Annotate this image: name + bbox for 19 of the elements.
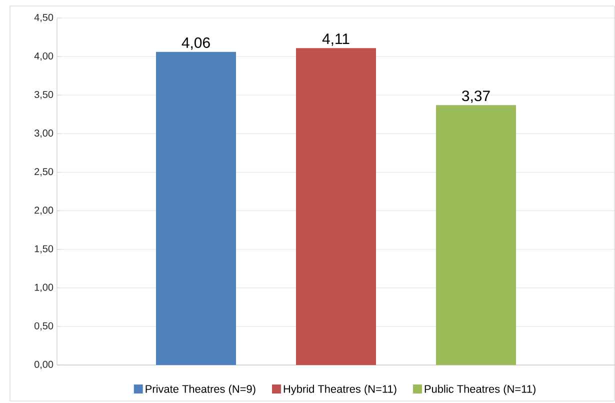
y-tick-label: 0,00 (34, 360, 54, 370)
y-tick-label: 0,50 (34, 322, 54, 331)
y-tick-label: 4,00 (34, 52, 54, 61)
data-label: 4,06 (182, 37, 210, 50)
bar (296, 48, 376, 365)
data-label: 4,11 (322, 34, 350, 46)
legend-label: Hybrid Theatres (N=11) (284, 384, 396, 396)
y-tick-label: 1,00 (34, 284, 54, 292)
y-tick-label: 3,50 (34, 90, 54, 100)
y-tick-label: 1,50 (34, 245, 54, 254)
y-tick-label: 4,50 (34, 14, 54, 22)
data-label: 3,37 (462, 90, 490, 103)
bar (436, 105, 516, 365)
y-tick-label: 2,00 (34, 206, 54, 215)
bar (156, 52, 236, 365)
legend-label: Private Theatres (N=9) (146, 384, 256, 396)
legend-label: Public Theatres (N=11) (424, 384, 536, 396)
y-tick-label: 3,00 (34, 130, 54, 138)
y-tick-label: 2,50 (34, 168, 54, 176)
